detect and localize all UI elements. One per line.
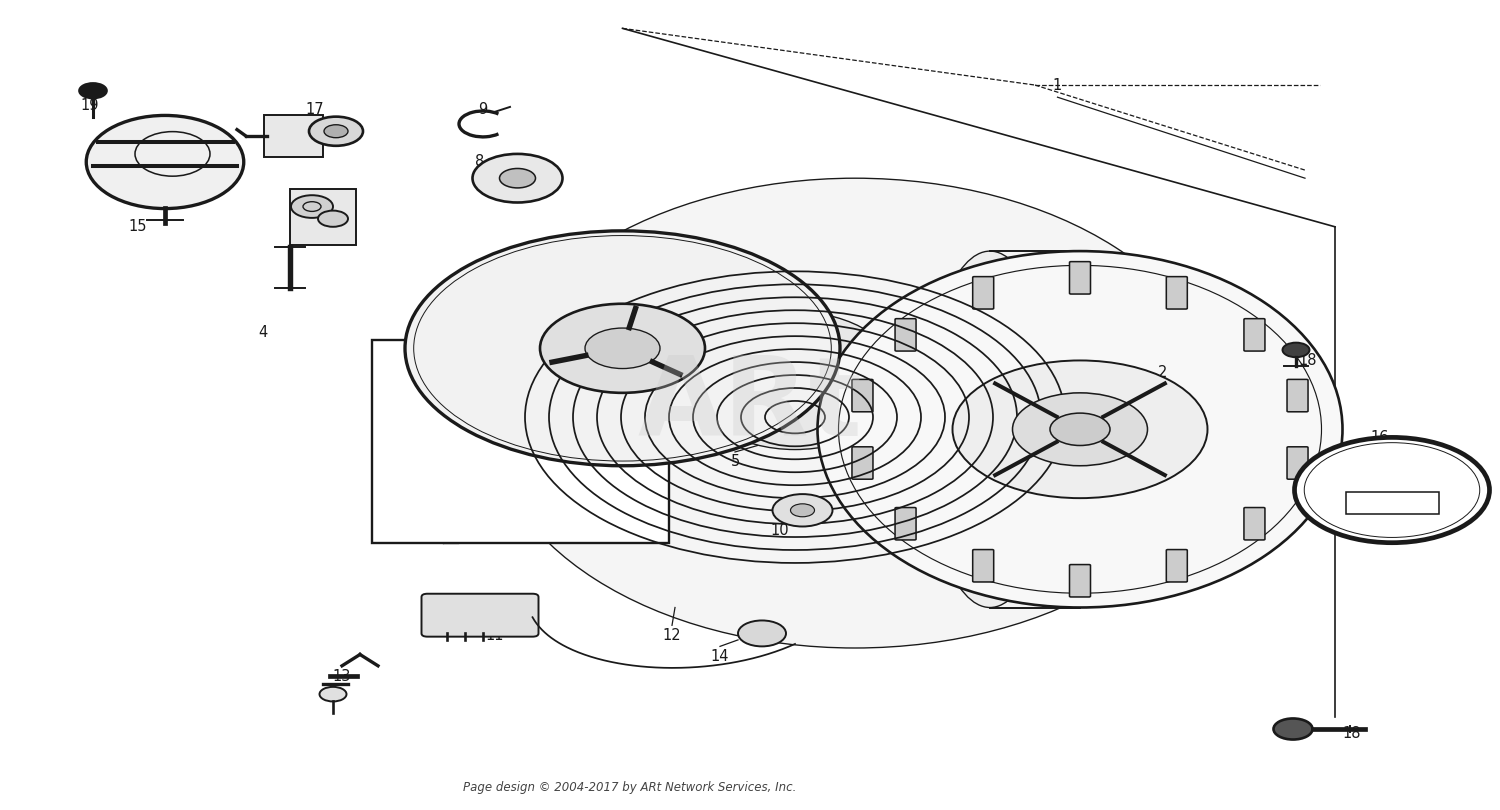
FancyBboxPatch shape xyxy=(264,115,322,157)
Text: ALERT: ALERT xyxy=(1378,475,1406,485)
FancyBboxPatch shape xyxy=(372,340,669,543)
FancyBboxPatch shape xyxy=(1287,447,1308,480)
Text: 16: 16 xyxy=(1371,430,1389,445)
Ellipse shape xyxy=(818,251,1342,608)
FancyBboxPatch shape xyxy=(896,508,916,540)
Circle shape xyxy=(790,504,814,517)
Circle shape xyxy=(1013,393,1148,466)
Text: Page design © 2004-2017 by ARt Network Services, Inc.: Page design © 2004-2017 by ARt Network S… xyxy=(464,781,796,794)
FancyBboxPatch shape xyxy=(896,318,916,351)
FancyBboxPatch shape xyxy=(972,277,993,309)
Circle shape xyxy=(80,83,106,98)
Ellipse shape xyxy=(690,312,900,450)
Circle shape xyxy=(320,687,346,701)
Text: 7: 7 xyxy=(413,365,422,380)
Circle shape xyxy=(1274,718,1312,740)
Text: 12: 12 xyxy=(663,629,681,643)
FancyBboxPatch shape xyxy=(1346,492,1438,514)
Text: 9: 9 xyxy=(478,102,488,117)
Ellipse shape xyxy=(488,178,1222,648)
Circle shape xyxy=(772,494,832,526)
Circle shape xyxy=(405,231,840,466)
Text: 5: 5 xyxy=(730,454,740,469)
Circle shape xyxy=(1050,413,1110,446)
Text: 17: 17 xyxy=(306,102,324,117)
Text: 11: 11 xyxy=(486,629,504,643)
FancyBboxPatch shape xyxy=(972,549,993,582)
Text: OIL: OIL xyxy=(1383,461,1401,471)
Circle shape xyxy=(291,195,333,218)
Text: 14: 14 xyxy=(711,649,729,663)
Text: CDI: CDI xyxy=(1384,498,1400,508)
Text: 19: 19 xyxy=(81,98,99,113)
Text: 1: 1 xyxy=(1053,78,1062,92)
Ellipse shape xyxy=(86,115,243,209)
Text: 13: 13 xyxy=(333,669,351,684)
FancyBboxPatch shape xyxy=(1244,318,1264,351)
Circle shape xyxy=(500,168,536,188)
Ellipse shape xyxy=(924,251,1056,608)
Text: ARt: ARt xyxy=(638,352,862,458)
Circle shape xyxy=(309,117,363,146)
FancyBboxPatch shape xyxy=(1070,262,1090,294)
Circle shape xyxy=(1294,437,1490,543)
Circle shape xyxy=(472,154,562,202)
Text: 6: 6 xyxy=(318,224,327,238)
FancyBboxPatch shape xyxy=(1244,508,1264,540)
Text: 18: 18 xyxy=(1299,353,1317,368)
Text: 3: 3 xyxy=(453,523,462,538)
Circle shape xyxy=(318,211,348,227)
Text: 8: 8 xyxy=(476,155,484,169)
Text: 4: 4 xyxy=(258,325,267,339)
FancyBboxPatch shape xyxy=(1070,565,1090,597)
Circle shape xyxy=(585,328,660,369)
Circle shape xyxy=(738,620,786,646)
Circle shape xyxy=(1282,343,1310,357)
FancyBboxPatch shape xyxy=(1167,549,1188,582)
FancyBboxPatch shape xyxy=(852,379,873,411)
Circle shape xyxy=(952,360,1208,498)
FancyBboxPatch shape xyxy=(1287,379,1308,411)
FancyBboxPatch shape xyxy=(1167,277,1188,309)
Text: 10: 10 xyxy=(771,523,789,538)
FancyBboxPatch shape xyxy=(852,447,873,480)
Text: 2: 2 xyxy=(1158,365,1167,380)
Circle shape xyxy=(324,125,348,138)
Circle shape xyxy=(540,304,705,393)
Text: 15: 15 xyxy=(129,220,147,234)
FancyBboxPatch shape xyxy=(422,594,538,637)
FancyBboxPatch shape xyxy=(290,189,356,245)
Text: 18: 18 xyxy=(1342,726,1360,740)
